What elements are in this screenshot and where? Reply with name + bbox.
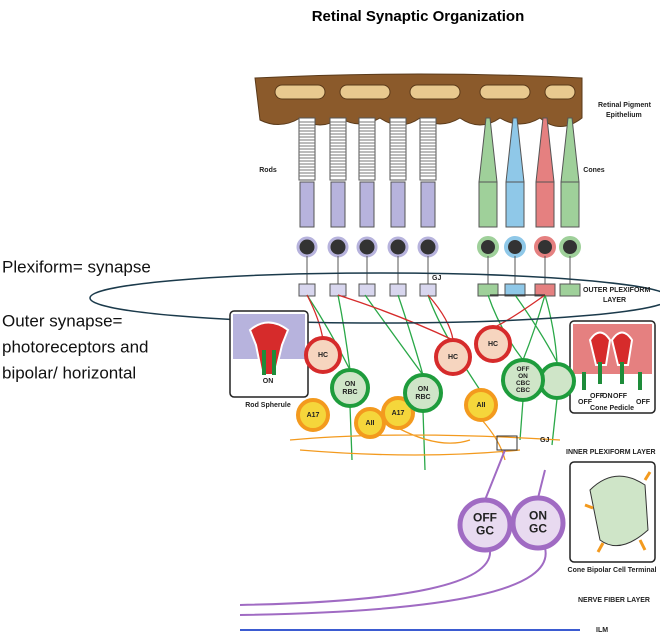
cell-label: OFF (517, 366, 530, 373)
cell-body (354, 407, 386, 439)
nucleus (296, 236, 318, 258)
annotation: Plexiform= synapse (2, 257, 151, 276)
cone-inner (478, 181, 498, 228)
inset-caption: Cone Pedicle (590, 405, 634, 412)
gj-label: GJ (540, 437, 549, 444)
cell-body (403, 373, 443, 413)
cell-label: HC (318, 352, 328, 359)
zoom-box (496, 435, 518, 451)
opl-label: OUTER PLEXIFORM (583, 287, 650, 294)
cone-outer (535, 117, 555, 183)
inset-label: ON (263, 378, 274, 385)
cell-label: ON (345, 381, 356, 388)
rod-inner (390, 181, 406, 228)
cell-label: ON (518, 373, 528, 380)
nucleus (356, 236, 378, 258)
cell-body (457, 497, 513, 553)
inset-label: OFF (613, 393, 628, 400)
cell-label: GC (529, 522, 547, 536)
cone-pedicle-inset (569, 320, 656, 414)
cone-outer (560, 117, 580, 183)
cell-body (296, 398, 330, 432)
pedicle (534, 283, 556, 297)
cone-outer (478, 117, 498, 183)
rod-inner (420, 181, 436, 228)
cone-outer (505, 117, 525, 183)
plexiform-ellipse (89, 272, 660, 324)
cell-body (474, 325, 512, 363)
cone-bipolar-cell (538, 362, 576, 400)
inset-caption: Rod Spherule (245, 402, 291, 409)
nucleus (504, 236, 526, 258)
cones-label: Cones (583, 167, 605, 174)
nucleus (327, 236, 349, 258)
rpe-cells (274, 84, 576, 100)
inset-label: ON (602, 393, 613, 400)
cell-label: A17 (307, 412, 320, 419)
cell-label: RBC (415, 394, 430, 401)
cell-body (464, 388, 498, 422)
cell-body (330, 368, 370, 408)
rpe-label: Retinal Pigment (598, 102, 652, 109)
opl-label: LAYER (603, 297, 626, 304)
cell-label: RBC (342, 389, 357, 396)
inset-label: OFF (590, 393, 605, 400)
cone-inner (560, 181, 580, 228)
cone-bipolar-inset (569, 461, 656, 563)
inset-label: OFF (636, 399, 651, 406)
pedicle (504, 283, 526, 297)
nucleus (559, 236, 581, 258)
cell-label: AII (477, 402, 486, 409)
cell-body (510, 495, 566, 551)
cell-label: AII (366, 420, 375, 427)
nucleus (534, 236, 556, 258)
photoreceptors (296, 117, 581, 297)
pedicle (477, 283, 499, 297)
spherule (329, 283, 347, 297)
cell-label: CBC (516, 380, 530, 387)
spherule (389, 283, 407, 297)
gj-label: GJ (432, 275, 441, 282)
spherule (298, 283, 316, 297)
cell-body (304, 336, 342, 374)
rod-inner (359, 181, 375, 228)
nucleus (417, 236, 439, 258)
cell-label: HC (448, 354, 458, 361)
cone-inner (535, 181, 555, 228)
cone-inner (505, 181, 525, 228)
cell-body (381, 396, 415, 430)
inset-label: OFF (578, 399, 593, 406)
spherule (419, 283, 437, 297)
cell-label: ON (418, 386, 429, 393)
nucleus (477, 236, 499, 258)
cell-body (501, 358, 545, 402)
annotation: Outer synapse= (2, 311, 123, 330)
pedicle (559, 283, 581, 297)
cell-label: OFF (473, 511, 497, 525)
inset-caption: Cone Bipolar Cell Terminal (568, 567, 657, 574)
nucleus (387, 236, 409, 258)
ipl-label: INNER PLEXIFORM LAYER (566, 449, 656, 456)
rod-inner (299, 181, 315, 228)
cell-body (434, 338, 472, 376)
cell-label: A17 (392, 410, 405, 417)
nfl-label: NERVE FIBER LAYER (578, 597, 650, 604)
title: Retinal Synaptic Organization (312, 8, 525, 25)
annotation: photoreceptors and (2, 337, 149, 356)
annotation: bipolar/ horizontal (2, 363, 136, 382)
cell-label: ON (529, 509, 547, 523)
rods-label: Rods (259, 167, 277, 174)
ilm-label: ILM (596, 627, 608, 634)
rod-inner (330, 181, 346, 228)
cell-label: GC (476, 524, 494, 538)
cell-label: HC (488, 341, 498, 348)
spherule (358, 283, 376, 297)
cell-label: CBC (516, 387, 530, 394)
rpe-label: Epithelium (606, 112, 642, 119)
cells: HCONRBCA17AIIA17ONRBCHCHCAIIOFFONCBCCBCO… (296, 325, 566, 553)
rod-spherule-inset: ON (229, 310, 309, 398)
